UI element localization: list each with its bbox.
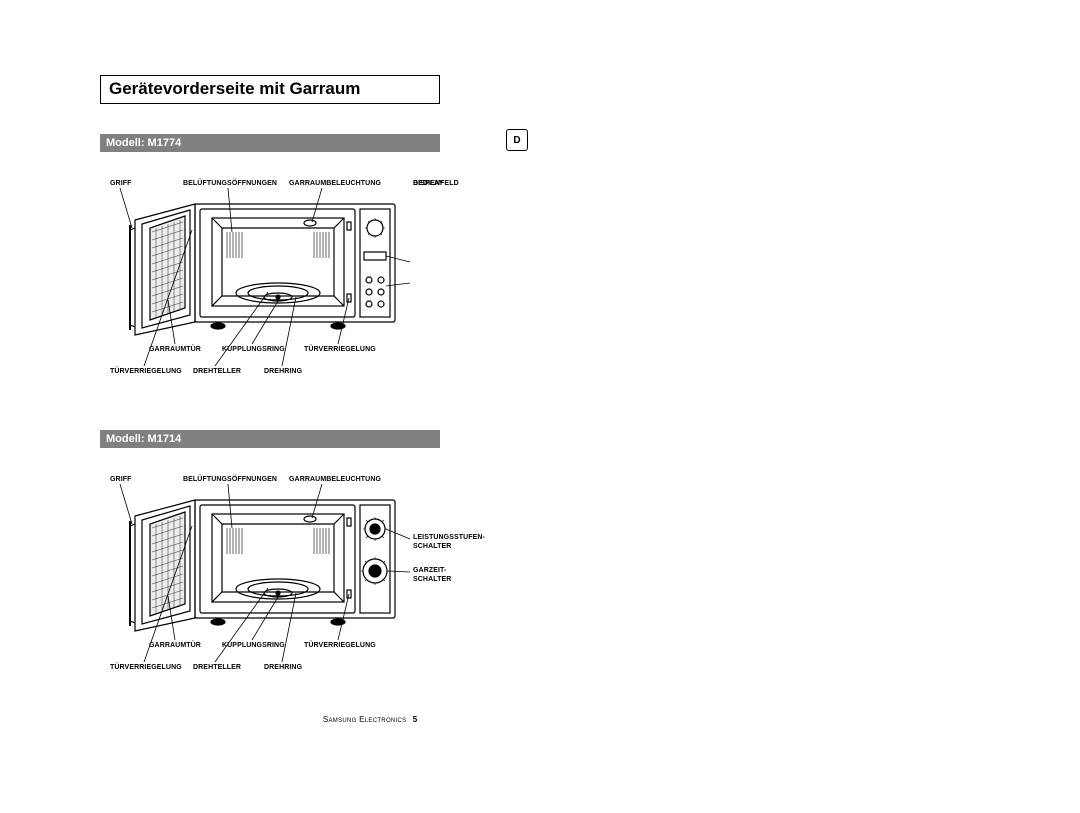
page-number: 5 — [413, 715, 417, 724]
diagram-m1774: GRIFF BELÜFTUNGSÖFFNUNGEN GARRAUMBELEUCH… — [100, 180, 545, 390]
label-leistung-1: LEISTUNGSSTUFEN- — [413, 534, 485, 541]
model-bar-m1774: Modell: M1774 — [100, 134, 440, 152]
microwave-illustration-m1774 — [100, 180, 420, 380]
page-title-box: Gerätevorderseite mit Garraum — [100, 75, 440, 104]
page-footer: Samsung Electronics 5 — [100, 715, 640, 724]
microwave-illustration-m1714 — [100, 476, 420, 676]
model-bar-m1714: Modell: M1714 — [100, 430, 440, 448]
page-title: Gerätevorderseite mit Garraum — [109, 79, 360, 98]
footer-text: Samsung Electronics — [323, 715, 407, 724]
language-badge: D — [506, 129, 528, 151]
diagram-m1714: GRIFF BELÜFTUNGSÖFFNUNGEN GARRAUMBELEUCH… — [100, 476, 545, 686]
